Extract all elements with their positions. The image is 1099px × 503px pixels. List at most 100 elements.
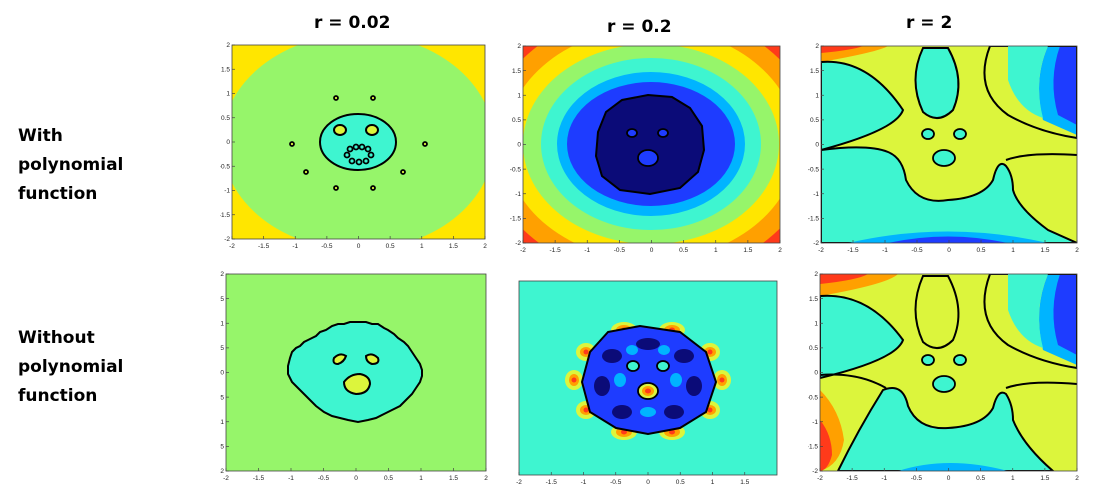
row-label-line: function: [18, 386, 98, 406]
x-tick-label: -1.5: [847, 247, 859, 254]
x-tick-label: 0.5: [679, 247, 688, 254]
row-label-line: polynomial: [18, 155, 124, 175]
y-tick-label: 1.5: [512, 68, 521, 75]
y-tick-label: -1: [515, 191, 521, 198]
x-tick-label: -1: [288, 475, 294, 482]
x-tick-label: 1.5: [449, 475, 458, 482]
x-tick-label: -2: [817, 475, 823, 482]
y-tick-label: -1: [813, 191, 819, 198]
y-tick-label: 0: [226, 139, 230, 146]
x-tick-label: 0: [947, 247, 951, 254]
y-tick-label: 1.5: [810, 68, 819, 75]
x-tick-label: -2: [520, 247, 526, 254]
x-tick-label: 0.5: [384, 475, 393, 482]
y-tick-label: 0: [815, 142, 819, 149]
x-tick-label: -2: [818, 247, 824, 254]
y-tick-label: -1.5: [220, 444, 224, 451]
x-tick-label: -1.5: [847, 475, 859, 482]
x-tick-label: -1.5: [258, 243, 270, 250]
y-tick-label: -1.5: [220, 212, 230, 219]
x-tick-label: 1.5: [743, 247, 752, 254]
y-tick-label: -2: [813, 240, 819, 247]
y-tick-label: -2: [515, 240, 521, 247]
x-tick-label: 2: [1075, 247, 1079, 254]
x-tick-label: 0.5: [386, 243, 395, 250]
x-tick-label: -0.5: [911, 475, 923, 482]
x-tick-label: -0.5: [321, 243, 333, 250]
y-tick-label: -1: [220, 419, 224, 426]
x-tick-label: -1.5: [253, 475, 265, 482]
row-label-line: polynomial: [18, 357, 124, 377]
y-tick-label: -1: [224, 188, 230, 195]
x-tick-label: 2: [1075, 475, 1079, 482]
x-tick-label: 1.5: [1040, 475, 1049, 482]
x-tick-label: 0: [650, 247, 654, 254]
x-tick-label: 1: [420, 243, 424, 250]
y-tick-label: 1.5: [809, 296, 818, 303]
x-tick-label: -2: [516, 479, 522, 486]
x-tick-label: -0.5: [610, 479, 622, 486]
x-tick-label: -0.5: [614, 247, 626, 254]
y-tick-label: -1.5: [808, 216, 819, 223]
x-tick-label: -1: [881, 475, 887, 482]
x-tick-label: -2: [223, 475, 229, 482]
column-title-r-0-02: r = 0.02: [314, 13, 391, 33]
x-tick-label: 2: [778, 247, 782, 254]
y-tick-label: -1: [812, 419, 818, 426]
x-tick-label: 1: [419, 475, 423, 482]
x-tick-label: -1.5: [550, 247, 562, 254]
x-tick-label: -0.5: [911, 247, 923, 254]
y-tick-label: 0.5: [810, 117, 819, 124]
y-tick-label: 0: [220, 370, 224, 377]
x-tick-label: -1: [581, 479, 587, 486]
row-label-line: With: [18, 126, 63, 146]
y-tick-label: -2: [224, 236, 230, 243]
column-title-r-0-2: r = 0.2: [607, 17, 672, 37]
x-tick-label: 1.5: [449, 243, 458, 250]
contour-plot-without-poly-r-0-02: -2 -1.5 -1 -0.5 0 0.5 1 1.5 2 2 1.5 1 0.5 0 -0.5 -1 -1.5…: [220, 270, 490, 490]
x-tick-label: -0.5: [318, 475, 330, 482]
contour-plot-with-poly-r-2: -2 -1.5 -1 -0.5 0 0.5 1 1.5 2 2 1.5 1 0.5 0 -0.5 -1 -1.5…: [808, 40, 1083, 254]
y-tick-label: -2: [812, 468, 818, 475]
column-title-r-2: r = 2: [906, 13, 953, 33]
y-tick-label: 2: [814, 271, 818, 278]
y-tick-label: 1: [517, 92, 521, 99]
y-tick-label: 1: [815, 92, 819, 99]
y-tick-label: 0.5: [512, 117, 521, 124]
x-tick-label: 1.5: [1040, 247, 1049, 254]
y-tick-label: -0.5: [510, 166, 521, 173]
y-tick-label: -0.5: [220, 394, 224, 401]
y-tick-label: 1: [814, 320, 818, 327]
y-tick-label: 2: [815, 43, 819, 50]
y-tick-label: 1.5: [221, 66, 230, 73]
row-label-line: function: [18, 184, 98, 204]
y-tick-label: 0.5: [809, 345, 818, 352]
x-tick-label: 1: [1011, 475, 1015, 482]
x-tick-label: -1: [882, 247, 888, 254]
x-tick-label: -1.5: [546, 479, 558, 486]
row-label-with-polynomial: With polynomial function: [18, 122, 123, 209]
y-tick-label: 2: [517, 43, 521, 50]
x-tick-label: 1: [711, 479, 715, 486]
x-tick-label: 0: [357, 243, 361, 250]
x-tick-label: 0.5: [676, 479, 685, 486]
x-tick-label: 0: [947, 475, 951, 482]
x-tick-label: -1: [292, 243, 298, 250]
contour-plot-with-poly-r-0-02: -2 -1.5 -1 -0.5 0 0.5 1 1.5 2 2 1.5 1 0.5 0 -0.5 -1 -1.5…: [220, 40, 490, 252]
y-tick-label: -0.5: [808, 166, 819, 173]
y-tick-label: 1: [220, 320, 224, 327]
y-tick-label: 1: [226, 91, 230, 98]
y-tick-label: -0.5: [808, 394, 818, 401]
y-tick-label: 0: [814, 370, 818, 377]
y-tick-label: 2: [220, 271, 224, 278]
row-label-line: Without: [18, 328, 95, 348]
x-tick-label: 2: [484, 475, 488, 482]
y-tick-label: -0.5: [220, 163, 230, 170]
contour-plot-without-poly-r-0-2: -2 -1.5 -1 -0.5 0 0.5 1 1.5: [512, 270, 784, 490]
y-tick-label: -1.5: [808, 444, 818, 451]
y-tick-label: 0.5: [220, 345, 224, 352]
y-tick-label: -2: [220, 468, 224, 475]
x-tick-label: 0: [646, 479, 650, 486]
contour-plot-without-poly-r-2: -2 -1.5 -1 -0.5 0 0.5 1 1.5 2 2 1.5 1 0.5 0 -0.5 -1 -1.5…: [808, 270, 1083, 490]
x-tick-label: -1: [584, 247, 590, 254]
